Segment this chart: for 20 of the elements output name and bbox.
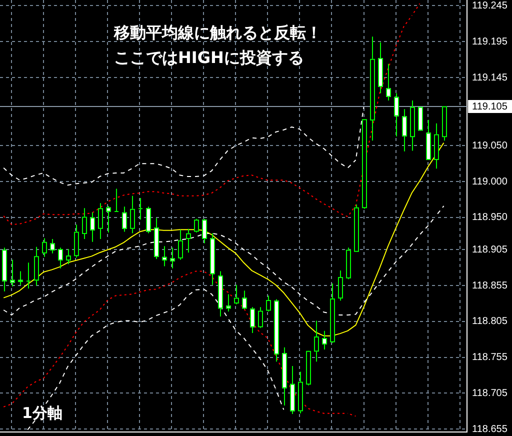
- y-tick-label: 119.000: [472, 176, 508, 188]
- annotation: 移動平均線に触れると反転！: [114, 22, 322, 44]
- y-tick-label: 119.245: [472, 0, 508, 12]
- candlestick: [26, 262, 31, 288]
- y-tick-label: 118.950: [472, 212, 508, 224]
- y-tick-label: 118.705: [472, 388, 508, 399]
- y-tick-label: 119.195: [472, 36, 508, 48]
- ref-line-label: 119.105: [472, 101, 508, 112]
- annotation: ここではHIGHに投資する: [114, 47, 304, 69]
- annotation: 1分軸: [22, 403, 62, 423]
- y-tick-label: 118.755: [472, 352, 508, 364]
- candlestick: [10, 260, 15, 286]
- y-tick-label: 118.655: [472, 424, 508, 435]
- y-tick-label: 118.905: [472, 244, 508, 256]
- y-tick-label: 119.145: [472, 72, 508, 84]
- candlestick: [138, 198, 143, 220]
- y-tick-label: 119.050: [472, 140, 508, 152]
- y-tick-label: 118.855: [472, 280, 508, 292]
- y-tick-label: 118.805: [472, 316, 508, 328]
- candlestick: [114, 188, 119, 212]
